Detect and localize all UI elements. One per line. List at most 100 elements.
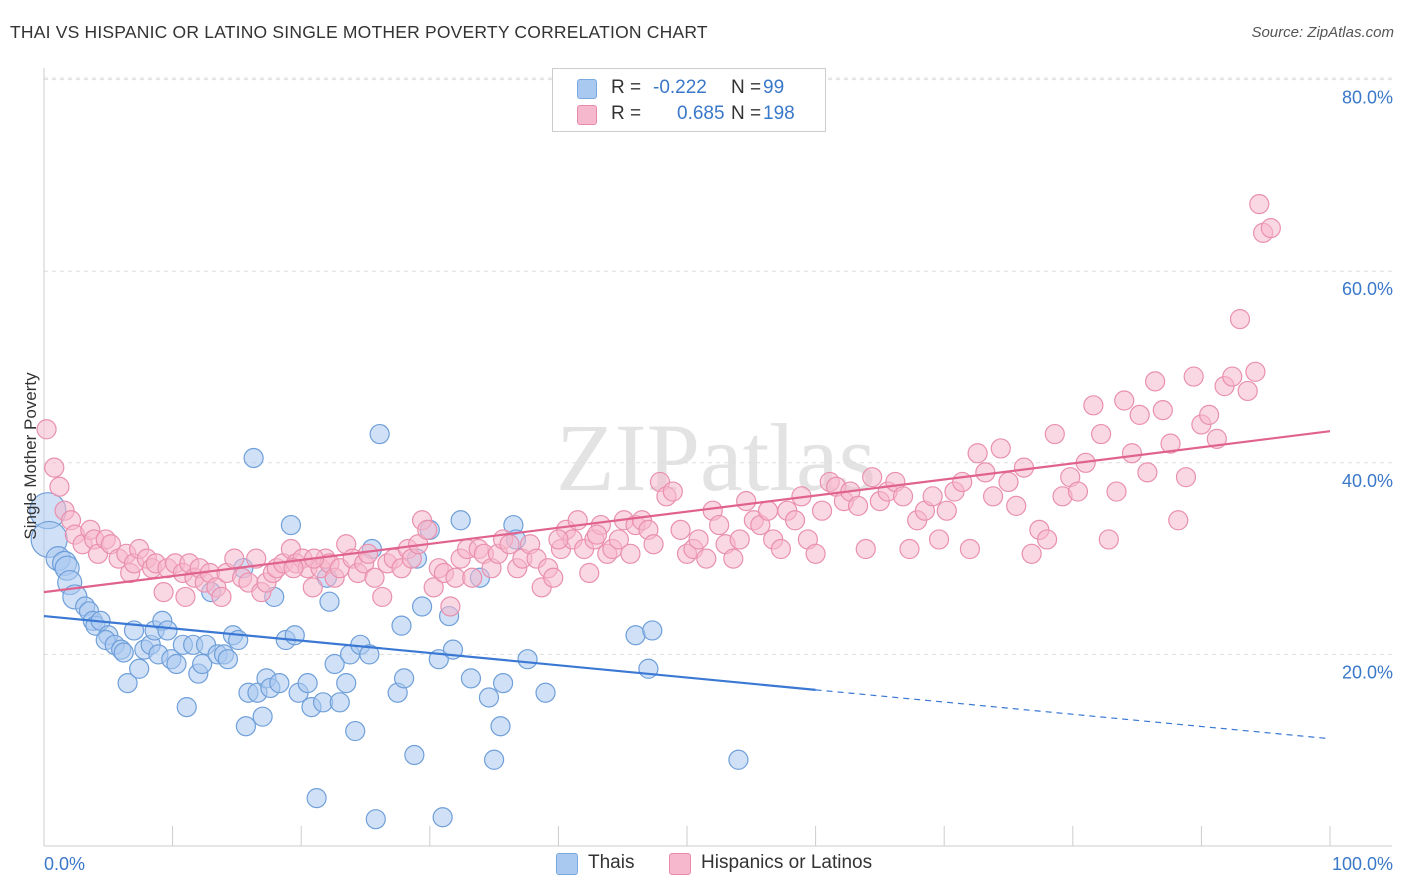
y-axis-label: Single Mother Poverty (21, 372, 40, 540)
hispanics-point (417, 519, 438, 540)
hispanics-point (211, 586, 232, 608)
r-label: R = (611, 103, 642, 124)
hispanics-point (736, 491, 757, 512)
hispanics-point (723, 548, 744, 569)
hispanics-point (1183, 366, 1204, 387)
thais-point (490, 716, 511, 737)
thais-point (432, 807, 453, 828)
thais-point (411, 596, 433, 617)
r-value: 0.685 (677, 103, 725, 124)
hispanics-point (1237, 380, 1258, 402)
hispanics-point (586, 524, 608, 545)
thais-point (252, 706, 273, 727)
hispanics-point (862, 467, 883, 488)
hispanics-point (440, 596, 461, 617)
y-tick-label: 20.0% (1342, 662, 1393, 682)
thais-point (113, 642, 134, 663)
hispanics-point (1121, 443, 1143, 464)
stats-legend: R = -0.222 N = 99 R = 0.685 N = 198 (552, 68, 826, 132)
thais-point (336, 673, 357, 694)
hispanics-point (1168, 510, 1189, 531)
thais-point (329, 692, 350, 713)
thais-point (535, 682, 556, 703)
hispanics-trend-line (43, 430, 1331, 594)
thais-point (369, 423, 390, 445)
hispanics-point (1199, 404, 1220, 425)
thais-trend-extension (815, 689, 1331, 740)
thais-trend-line (43, 614, 816, 691)
data-points (29, 194, 1281, 830)
hispanics-point (1106, 481, 1127, 502)
hispanics-point (1145, 371, 1166, 392)
x-tick-label: 0.0% (44, 854, 85, 874)
hispanics-point (608, 529, 629, 550)
thais-point (176, 696, 197, 718)
hispanics-point (1245, 361, 1266, 382)
thais-point (345, 720, 366, 742)
hispanics-point (899, 538, 920, 560)
axes (43, 68, 1392, 847)
hispanics-point (1090, 423, 1112, 445)
hispanics-point (696, 548, 717, 569)
hispanics-legend-label: Hispanics or Latinos (701, 852, 873, 873)
hispanics-point (1152, 400, 1173, 421)
hispanics-point (364, 567, 385, 588)
thais-point (450, 510, 471, 531)
thais-point (359, 644, 380, 665)
hispanics-point (548, 529, 569, 550)
hispanics-point (620, 543, 641, 564)
thais-point (306, 787, 327, 809)
hispanics-point (302, 577, 323, 598)
trend-lines (43, 430, 1331, 740)
thais-point (642, 620, 663, 641)
thais-point (166, 653, 187, 675)
hispanics-point (44, 457, 65, 478)
hispanics-point (1222, 366, 1243, 387)
x-tick-label: 100.0% (1332, 854, 1393, 874)
hispanics-point (990, 438, 1011, 459)
thais-point (324, 653, 345, 675)
hispanics-legend-swatch (669, 853, 691, 875)
hispanics-point (1229, 309, 1251, 330)
hispanics-point (922, 486, 943, 507)
hispanics-point (982, 486, 1004, 507)
hispanics-point (928, 529, 950, 550)
n-value: 198 (763, 103, 795, 124)
hispanics-point (967, 443, 988, 464)
hispanics-point (770, 538, 791, 560)
y-tick-label: 80.0% (1342, 88, 1393, 108)
n-label: N = (731, 77, 762, 98)
hispanics-point (1036, 529, 1058, 550)
hispanics-point (998, 471, 1019, 493)
thais-point (493, 673, 514, 694)
thais-point (269, 673, 290, 694)
hispanics-point (643, 534, 664, 555)
n-label: N = (731, 103, 762, 124)
hispanics-point (1249, 194, 1270, 215)
chart-title: THAI VS HISPANIC OR LATINO SINGLE MOTHER… (10, 22, 708, 42)
hispanics-point (36, 419, 57, 440)
hispanics-point (1137, 462, 1158, 483)
hispanics-point (1160, 433, 1181, 454)
thais-point (391, 615, 412, 636)
thais-legend-label: Thais (588, 852, 635, 873)
hispanics-point (847, 495, 869, 517)
hispanics-point (670, 519, 691, 540)
thais-point (157, 620, 178, 641)
thais-point (235, 716, 257, 737)
hispanics-point (811, 500, 833, 521)
hispanics-point (1260, 217, 1281, 239)
hispanics-point (892, 486, 914, 507)
watermark: ZIPatlas (556, 404, 876, 511)
thais-point (297, 673, 318, 694)
r-label: R = (611, 77, 642, 98)
hispanics-point (805, 543, 826, 564)
hispanics-point (1129, 404, 1150, 425)
hispanics-point (729, 529, 750, 550)
thais-point (728, 749, 749, 770)
n-value: 99 (763, 77, 785, 98)
hispanics-point (784, 510, 806, 531)
hispanics-point (936, 500, 957, 521)
thais-point (625, 625, 646, 646)
